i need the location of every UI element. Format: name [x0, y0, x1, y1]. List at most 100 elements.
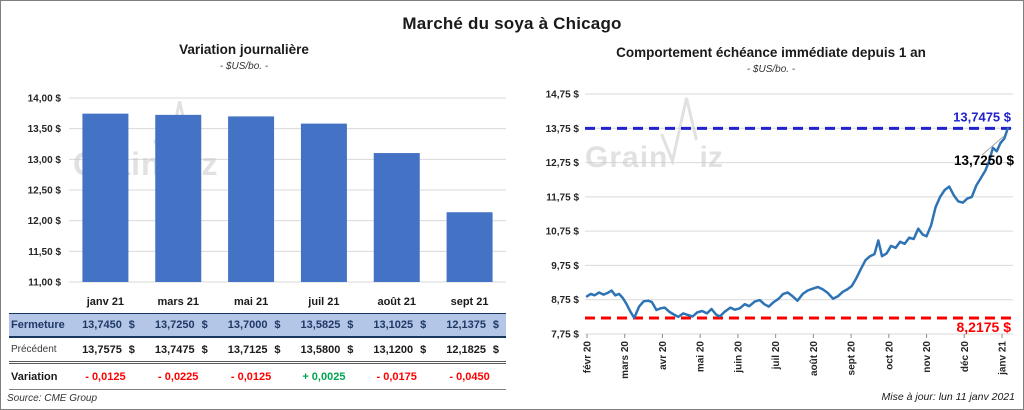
- price-cell: 13,5825 $: [287, 319, 360, 331]
- currency-symbol: $: [420, 319, 427, 331]
- x-axis-label-group: août 20: [809, 341, 820, 376]
- price-value: 12,1375: [446, 319, 486, 331]
- x-axis-label: avr 20: [658, 341, 669, 370]
- watermark-text: Grain: [585, 141, 668, 174]
- y-axis-label: 13,50 $: [28, 124, 62, 135]
- y-axis-label: 11,50 $: [28, 247, 61, 258]
- bar-mai-21: [228, 116, 275, 283]
- x-axis-label-group: janv 21: [997, 341, 1008, 376]
- price-value: 13,7125: [227, 343, 268, 356]
- y-axis-label: 12,50 $: [28, 186, 62, 197]
- y-axis-label: 12,75 $: [546, 158, 580, 169]
- x-axis-label-group: juil 20: [771, 341, 782, 371]
- x-axis-label: déc 20: [960, 341, 971, 373]
- source-note: Source: CME Group: [7, 393, 98, 404]
- currency-symbol: $: [274, 343, 281, 356]
- price-value: 13,7450: [82, 319, 122, 331]
- x-axis-label-group: nov 20: [922, 341, 933, 373]
- x-axis-label: juin 20: [733, 341, 744, 374]
- price-value: 13,7000: [227, 319, 268, 331]
- bar-janv-21: [82, 113, 129, 282]
- watermark-zigzag: [660, 97, 698, 167]
- variation-cell: - 0,0125: [230, 370, 272, 383]
- bar-mars-21: [155, 114, 202, 282]
- currency-symbol: $: [201, 319, 208, 331]
- price-value: 13,7475: [154, 343, 195, 356]
- price-cell: 13,7250 $: [142, 319, 215, 331]
- bar-chart-title: Variation journalière: [179, 42, 309, 57]
- bar-chart: 14,00 $ 13,50 $ 13,00 $ 12,50 $ 12,00 $ 11,50…: [28, 94, 506, 289]
- y-axis-label: 14,00 $: [28, 94, 62, 105]
- bar-août-21: [373, 153, 420, 282]
- x-axis-label-group: sept 20: [847, 341, 858, 376]
- x-axis-label: mai 20: [696, 341, 707, 373]
- y-axis-label: 11,75 $: [546, 192, 579, 203]
- variation-cell: + 0,0025: [302, 370, 346, 383]
- y-axis-label: 14,75 $: [546, 90, 580, 101]
- price-value: 13,1200: [373, 343, 414, 356]
- price-value: 13,1025: [373, 319, 414, 331]
- variation-cell: - 0,0175: [376, 370, 417, 383]
- price-value: 13,7575: [82, 343, 122, 356]
- bar-chart-subtitle: - $US/bo. -: [219, 61, 269, 72]
- x-axis-label: sept 20: [847, 341, 858, 376]
- x-axis-label-group: juin 20: [733, 341, 744, 374]
- table-row-precedent: Précédent 13,7575 $13,7475 $13,7125 $13,5800…: [9, 338, 506, 364]
- x-axis-label: mars 20: [620, 341, 631, 379]
- y-axis-label: 13,75 $: [546, 124, 580, 135]
- table-row-variation: Variation - 0,0125 - 0,0225 - 0,0125 + 0,002…: [9, 364, 506, 390]
- x-axis-label-group: févr 20: [583, 341, 594, 374]
- update-note: Mise à jour: lun 11 janv 2021: [881, 391, 1015, 403]
- price-cell: 12,1825 $: [433, 344, 506, 356]
- price-cell: 13,7450 $: [69, 319, 142, 331]
- x-axis-label-group: déc 20: [960, 341, 971, 373]
- currency-symbol: $: [492, 319, 500, 331]
- x-axis-label: juil 20: [771, 341, 782, 371]
- table-header-row: janv 21 mars 21 mai 21 juil 21 août 21 sept 2…: [9, 291, 506, 313]
- table-column-header: janv 21: [86, 296, 125, 308]
- price-value: 12,1825: [446, 343, 486, 356]
- y-axis-label: 7,75 $: [551, 330, 579, 341]
- price-cell: 13,5800 $: [287, 344, 360, 356]
- row-label-variation: Variation: [11, 370, 58, 383]
- variation-cell: - 0,0125: [85, 370, 126, 383]
- table-column-header: août 21: [377, 296, 416, 308]
- currency-symbol: $: [274, 319, 281, 331]
- page-title: Marché du soya à Chicago: [402, 14, 622, 33]
- last-point-label: 13,7250 $: [954, 153, 1015, 168]
- variation-cell: - 0,0225: [158, 370, 199, 383]
- x-axis-label: févr 20: [583, 341, 594, 374]
- x-axis-label-group: avr 20: [658, 341, 669, 370]
- line-chart-title: Comportement échéance immédiate depuis 1…: [616, 45, 926, 60]
- table-column-header: sept 21: [450, 296, 489, 308]
- x-axis-label: août 20: [809, 341, 820, 376]
- y-axis-label: 9,75 $: [551, 261, 579, 272]
- x-axis-label-group: oct 20: [884, 341, 895, 370]
- price-cell: 13,1200 $: [360, 344, 433, 356]
- price-line: [585, 127, 1009, 320]
- currency-symbol: $: [128, 343, 135, 356]
- table-row-fermeture: Fermeture 13,7450 $13,7250 $13,7000 $13,5825…: [9, 313, 506, 338]
- x-axis-label: nov 20: [922, 341, 933, 373]
- currency-symbol: $: [347, 319, 354, 331]
- currency-symbol: $: [347, 343, 354, 356]
- line-chart: 14,75 $ 13,75 $ 12,75 $ 11,75 $ 10,75 $ 9,75 …: [546, 90, 1015, 379]
- currency-symbol: $: [492, 343, 500, 356]
- min-value-label: 8,2175 $: [957, 319, 1012, 335]
- y-axis-label: 11,00 $: [28, 278, 61, 289]
- max-value-label: 13,7475 $: [953, 109, 1012, 124]
- price-value: 13,5800: [300, 343, 341, 356]
- watermark-text: iz: [700, 141, 723, 174]
- price-table: janv 21 mars 21 mai 21 juil 21 août 21 sept 2…: [9, 291, 506, 390]
- price-cell: 13,7000 $: [215, 319, 288, 331]
- currency-symbol: $: [201, 343, 208, 356]
- price-cell: 13,1025 $: [360, 319, 433, 331]
- bar-juil-21: [300, 123, 347, 283]
- price-cell: 13,7475 $: [142, 344, 215, 356]
- variation-cell: - 0,0450: [449, 370, 490, 383]
- table-column-header: mars 21: [157, 296, 200, 308]
- price-value: 13,7250: [154, 319, 195, 331]
- table-column-header: mai 21: [233, 296, 269, 308]
- table-column-header: juil 21: [308, 296, 340, 308]
